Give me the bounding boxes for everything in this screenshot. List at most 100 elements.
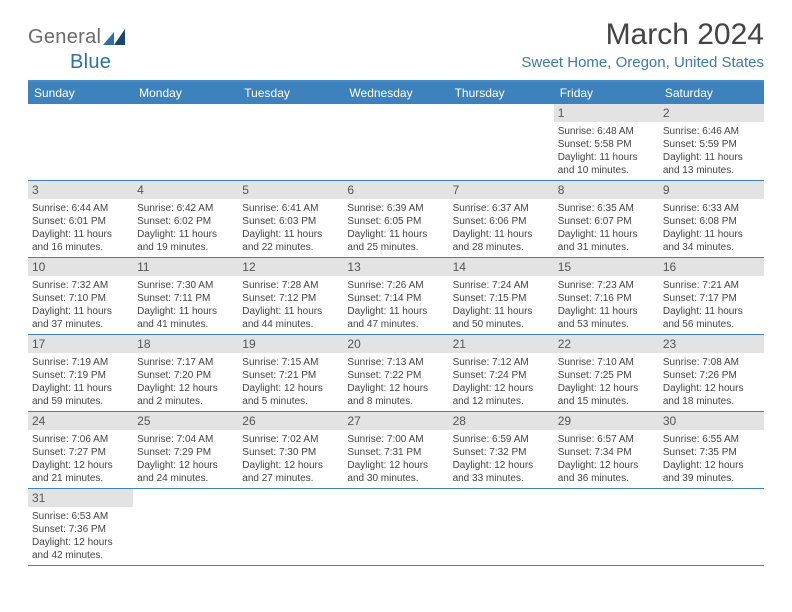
day-details: Sunrise: 6:42 AMSunset: 6:02 PMDaylight:… <box>133 199 238 257</box>
day-number: 29 <box>554 412 659 430</box>
sunset-line: Sunset: 7:36 PM <box>32 523 129 536</box>
sunset-line: Sunset: 7:21 PM <box>242 369 339 382</box>
day-details: Sunrise: 7:13 AMSunset: 7:22 PMDaylight:… <box>343 353 448 411</box>
day-details: Sunrise: 6:44 AMSunset: 6:01 PMDaylight:… <box>28 199 133 257</box>
sunrise-line: Sunrise: 7:28 AM <box>242 279 339 292</box>
day-number: 13 <box>343 258 448 276</box>
daylight-line-1: Daylight: 11 hours <box>32 382 129 395</box>
sunrise-line: Sunrise: 6:37 AM <box>453 202 550 215</box>
sunset-line: Sunset: 5:59 PM <box>663 138 760 151</box>
sunset-line: Sunset: 7:35 PM <box>663 446 760 459</box>
sunrise-line: Sunrise: 6:35 AM <box>558 202 655 215</box>
daylight-line-1: Daylight: 12 hours <box>137 382 234 395</box>
day-number: 25 <box>133 412 238 430</box>
daylight-line-1: Daylight: 12 hours <box>453 459 550 472</box>
title-block: March 2024 Sweet Home, Oregon, United St… <box>521 18 764 71</box>
day-details: Sunrise: 6:48 AMSunset: 5:58 PMDaylight:… <box>554 122 659 180</box>
daylight-line-2: and 10 minutes. <box>558 164 655 177</box>
sunrise-line: Sunrise: 6:55 AM <box>663 433 760 446</box>
day-details: Sunrise: 6:57 AMSunset: 7:34 PMDaylight:… <box>554 430 659 488</box>
daylight-line-1: Daylight: 12 hours <box>558 459 655 472</box>
sunrise-line: Sunrise: 7:19 AM <box>32 356 129 369</box>
day-details: Sunrise: 6:53 AMSunset: 7:36 PMDaylight:… <box>28 507 133 565</box>
daylight-line-2: and 44 minutes. <box>242 318 339 331</box>
daylight-line-1: Daylight: 11 hours <box>347 228 444 241</box>
calendar-cell: 29Sunrise: 6:57 AMSunset: 7:34 PMDayligh… <box>554 412 659 489</box>
day-number: 6 <box>343 181 448 199</box>
sunset-line: Sunset: 7:10 PM <box>32 292 129 305</box>
daylight-line-1: Daylight: 12 hours <box>347 382 444 395</box>
calendar-cell: 17Sunrise: 7:19 AMSunset: 7:19 PMDayligh… <box>28 335 133 412</box>
day-number: 15 <box>554 258 659 276</box>
daylight-line-2: and 25 minutes. <box>347 241 444 254</box>
daylight-line-2: and 37 minutes. <box>32 318 129 331</box>
logo-part1: General <box>28 26 101 48</box>
day-details: Sunrise: 7:32 AMSunset: 7:10 PMDaylight:… <box>28 276 133 334</box>
day-number: 16 <box>659 258 764 276</box>
daylight-line-2: and 41 minutes. <box>137 318 234 331</box>
day-details: Sunrise: 6:59 AMSunset: 7:32 PMDaylight:… <box>449 430 554 488</box>
sunrise-line: Sunrise: 7:06 AM <box>32 433 129 446</box>
sunrise-line: Sunrise: 6:53 AM <box>32 510 129 523</box>
daylight-line-1: Daylight: 11 hours <box>137 305 234 318</box>
day-header: Thursday <box>449 82 554 104</box>
day-number: 12 <box>238 258 343 276</box>
calendar-cell <box>343 489 448 566</box>
calendar-cell: 26Sunrise: 7:02 AMSunset: 7:30 PMDayligh… <box>238 412 343 489</box>
daylight-line-2: and 28 minutes. <box>453 241 550 254</box>
day-details: Sunrise: 7:12 AMSunset: 7:24 PMDaylight:… <box>449 353 554 411</box>
day-header: Tuesday <box>238 82 343 104</box>
sunrise-line: Sunrise: 7:00 AM <box>347 433 444 446</box>
sunset-line: Sunset: 7:31 PM <box>347 446 444 459</box>
day-number: 28 <box>449 412 554 430</box>
daylight-line-2: and 27 minutes. <box>242 472 339 485</box>
day-details: Sunrise: 7:06 AMSunset: 7:27 PMDaylight:… <box>28 430 133 488</box>
day-details: Sunrise: 6:46 AMSunset: 5:59 PMDaylight:… <box>659 122 764 180</box>
day-header: Sunday <box>28 82 133 104</box>
calendar-cell: 15Sunrise: 7:23 AMSunset: 7:16 PMDayligh… <box>554 258 659 335</box>
calendar-cell <box>238 104 343 181</box>
daylight-line-1: Daylight: 12 hours <box>32 536 129 549</box>
daylight-line-2: and 33 minutes. <box>453 472 550 485</box>
daylight-line-1: Daylight: 11 hours <box>347 305 444 318</box>
sunset-line: Sunset: 7:14 PM <box>347 292 444 305</box>
calendar-cell: 5Sunrise: 6:41 AMSunset: 6:03 PMDaylight… <box>238 181 343 258</box>
daylight-line-2: and 8 minutes. <box>347 395 444 408</box>
daylight-line-1: Daylight: 12 hours <box>663 459 760 472</box>
day-number: 17 <box>28 335 133 353</box>
daylight-line-1: Daylight: 12 hours <box>242 382 339 395</box>
sunset-line: Sunset: 7:12 PM <box>242 292 339 305</box>
daylight-line-2: and 21 minutes. <box>32 472 129 485</box>
daylight-line-1: Daylight: 11 hours <box>558 151 655 164</box>
day-header: Monday <box>133 82 238 104</box>
day-number: 21 <box>449 335 554 353</box>
day-details: Sunrise: 7:23 AMSunset: 7:16 PMDaylight:… <box>554 276 659 334</box>
calendar-cell <box>133 489 238 566</box>
sunrise-line: Sunrise: 6:59 AM <box>453 433 550 446</box>
daylight-line-2: and 2 minutes. <box>137 395 234 408</box>
day-number: 26 <box>238 412 343 430</box>
daylight-line-2: and 18 minutes. <box>663 395 760 408</box>
day-number: 19 <box>238 335 343 353</box>
day-header: Saturday <box>659 82 764 104</box>
sunset-line: Sunset: 6:06 PM <box>453 215 550 228</box>
sunrise-line: Sunrise: 7:13 AM <box>347 356 444 369</box>
daylight-line-2: and 5 minutes. <box>242 395 339 408</box>
calendar-cell: 24Sunrise: 7:06 AMSunset: 7:27 PMDayligh… <box>28 412 133 489</box>
sunrise-line: Sunrise: 7:12 AM <box>453 356 550 369</box>
day-details: Sunrise: 7:21 AMSunset: 7:17 PMDaylight:… <box>659 276 764 334</box>
daylight-line-2: and 47 minutes. <box>347 318 444 331</box>
sunrise-line: Sunrise: 6:41 AM <box>242 202 339 215</box>
daylight-line-2: and 53 minutes. <box>558 318 655 331</box>
logo-part2: Blue <box>70 51 111 73</box>
day-number: 10 <box>28 258 133 276</box>
daylight-line-2: and 12 minutes. <box>453 395 550 408</box>
calendar-cell <box>343 104 448 181</box>
calendar-cell: 8Sunrise: 6:35 AMSunset: 6:07 PMDaylight… <box>554 181 659 258</box>
sunrise-line: Sunrise: 7:21 AM <box>663 279 760 292</box>
day-details: Sunrise: 7:15 AMSunset: 7:21 PMDaylight:… <box>238 353 343 411</box>
sunrise-line: Sunrise: 7:30 AM <box>137 279 234 292</box>
calendar-cell: 13Sunrise: 7:26 AMSunset: 7:14 PMDayligh… <box>343 258 448 335</box>
sunset-line: Sunset: 7:24 PM <box>453 369 550 382</box>
sunset-line: Sunset: 7:20 PM <box>137 369 234 382</box>
